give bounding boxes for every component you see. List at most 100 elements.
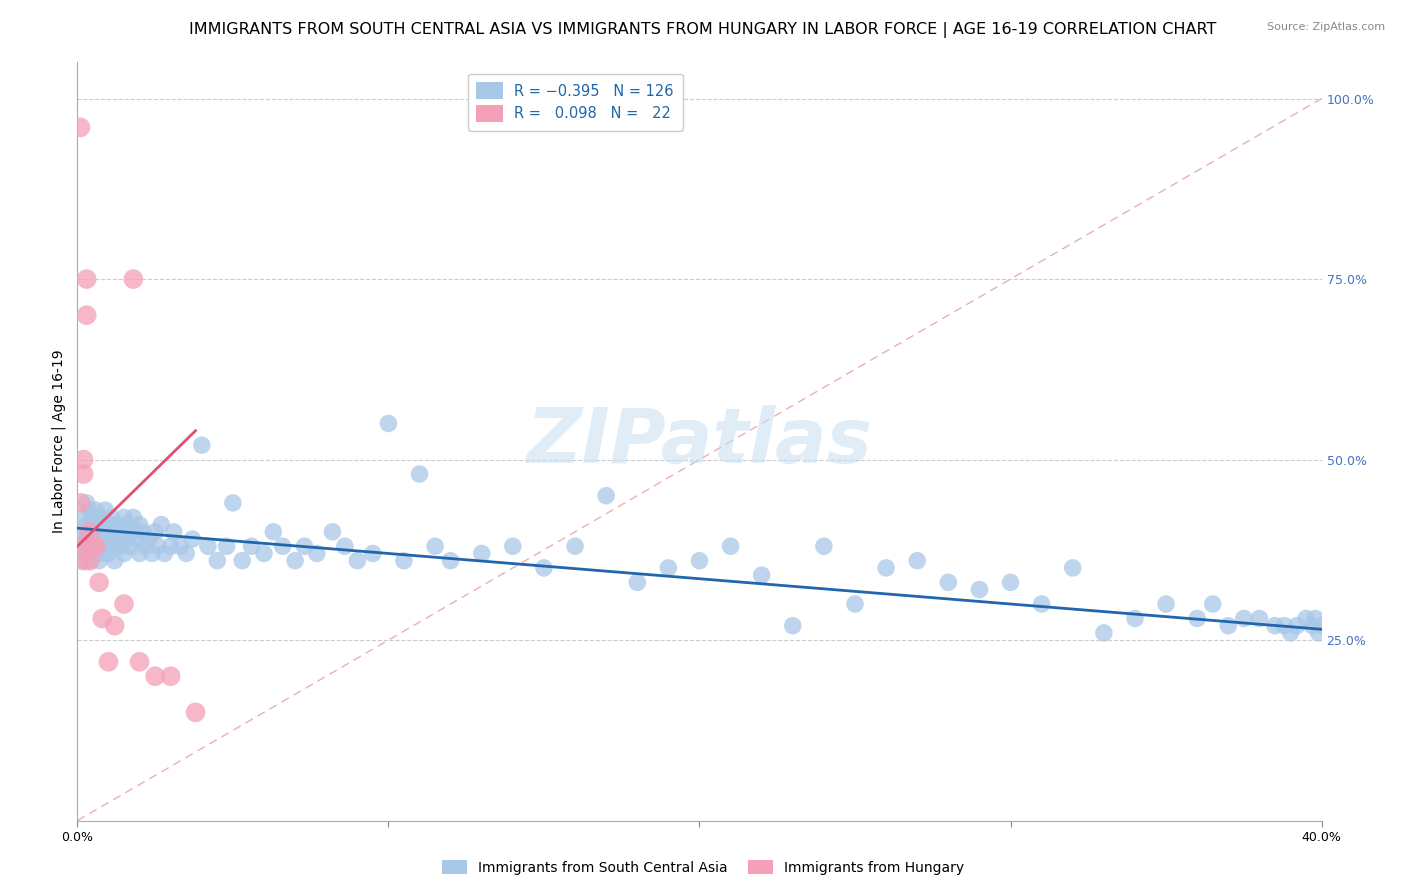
- Point: [333, 539, 356, 553]
- Point: [115, 517, 138, 532]
- Point: [1272, 618, 1295, 632]
- Point: [79, 554, 101, 568]
- Point: [533, 561, 555, 575]
- Point: [657, 561, 679, 575]
- Point: [104, 539, 127, 553]
- Point: [97, 517, 120, 532]
- Point: [120, 539, 142, 553]
- Point: [284, 554, 307, 568]
- Point: [122, 524, 145, 539]
- Point: [76, 546, 98, 560]
- Point: [84, 532, 107, 546]
- Point: [207, 554, 229, 568]
- Point: [97, 532, 120, 546]
- Point: [69, 524, 91, 539]
- Point: [79, 524, 101, 539]
- Point: [76, 308, 98, 322]
- Point: [79, 524, 101, 539]
- Point: [72, 554, 94, 568]
- Point: [91, 517, 114, 532]
- Point: [82, 539, 104, 553]
- Point: [82, 539, 104, 553]
- Point: [84, 517, 107, 532]
- Point: [1233, 611, 1256, 625]
- Point: [626, 575, 648, 590]
- Point: [1123, 611, 1146, 625]
- Point: [69, 120, 91, 135]
- Point: [115, 532, 138, 546]
- Point: [1185, 611, 1208, 625]
- Point: [1000, 575, 1022, 590]
- Point: [502, 539, 524, 553]
- Point: [125, 532, 148, 546]
- Point: [79, 554, 101, 568]
- Point: [84, 539, 107, 553]
- Point: [1154, 597, 1177, 611]
- Point: [94, 539, 117, 553]
- Text: ZIPatlas: ZIPatlas: [526, 405, 873, 478]
- Point: [87, 539, 110, 553]
- Point: [72, 532, 94, 546]
- Point: [107, 517, 129, 532]
- Point: [1062, 561, 1084, 575]
- Point: [181, 532, 204, 546]
- Point: [100, 510, 122, 524]
- Legend: Immigrants from South Central Asia, Immigrants from Hungary: Immigrants from South Central Asia, Immi…: [436, 855, 970, 880]
- Point: [84, 503, 107, 517]
- Point: [969, 582, 991, 597]
- Point: [174, 546, 197, 560]
- Point: [153, 546, 176, 560]
- Point: [222, 496, 245, 510]
- Point: [122, 510, 145, 524]
- Point: [69, 496, 91, 510]
- Point: [69, 539, 91, 553]
- Point: [159, 539, 181, 553]
- Point: [689, 554, 711, 568]
- Point: [104, 618, 127, 632]
- Point: [79, 539, 101, 553]
- Point: [844, 597, 866, 611]
- Point: [813, 539, 835, 553]
- Point: [72, 467, 94, 481]
- Text: Source: ZipAtlas.com: Source: ZipAtlas.com: [1267, 22, 1385, 32]
- Point: [377, 417, 399, 431]
- Point: [112, 546, 135, 560]
- Point: [294, 539, 316, 553]
- Point: [128, 546, 150, 560]
- Y-axis label: In Labor Force | Age 16-19: In Labor Force | Age 16-19: [52, 350, 66, 533]
- Point: [76, 539, 98, 553]
- Point: [110, 524, 132, 539]
- Point: [392, 554, 415, 568]
- Point: [76, 272, 98, 286]
- Point: [253, 546, 276, 560]
- Point: [1301, 618, 1323, 632]
- Legend: R = −0.395   N = 126, R =   0.098   N =   22: R = −0.395 N = 126, R = 0.098 N = 22: [468, 73, 682, 130]
- Point: [84, 546, 107, 560]
- Point: [905, 554, 928, 568]
- Point: [564, 539, 586, 553]
- Point: [87, 554, 110, 568]
- Point: [76, 496, 98, 510]
- Point: [321, 524, 343, 539]
- Point: [143, 524, 166, 539]
- Point: [143, 669, 166, 683]
- Point: [439, 554, 461, 568]
- Point: [197, 539, 219, 553]
- Point: [138, 532, 160, 546]
- Point: [423, 539, 446, 553]
- Point: [875, 561, 897, 575]
- Point: [1295, 611, 1317, 625]
- Point: [72, 510, 94, 524]
- Point: [150, 517, 173, 532]
- Point: [112, 597, 135, 611]
- Point: [936, 575, 959, 590]
- Point: [122, 272, 145, 286]
- Point: [1202, 597, 1225, 611]
- Point: [169, 539, 191, 553]
- Point: [110, 539, 132, 553]
- Point: [72, 452, 94, 467]
- Point: [94, 524, 117, 539]
- Point: [148, 539, 170, 553]
- Point: [79, 503, 101, 517]
- Point: [408, 467, 430, 481]
